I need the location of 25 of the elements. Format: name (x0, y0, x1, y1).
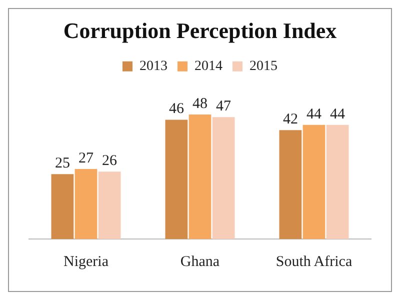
data-label: 48 (192, 96, 208, 112)
bar (51, 174, 74, 239)
bar (188, 114, 212, 239)
bar (212, 117, 235, 239)
bar (279, 130, 302, 239)
data-label: 46 (168, 101, 184, 118)
legend-label: 2015 (250, 59, 278, 74)
bar (326, 124, 349, 239)
data-label: 25 (54, 156, 70, 172)
x-tick-label: South Africa (276, 254, 352, 270)
data-label: 26 (102, 153, 118, 170)
x-tick-label: Ghana (180, 254, 220, 270)
chart-title: Corruption Perception Index (63, 18, 337, 43)
data-label: 44 (306, 106, 322, 122)
data-label: 27 (78, 150, 94, 166)
bar (165, 120, 188, 239)
bar (302, 124, 326, 239)
legend-label: 2014 (194, 59, 222, 74)
data-label: 47 (216, 98, 232, 115)
bar (74, 168, 98, 239)
data-label: 44 (330, 106, 346, 122)
x-tick-label: Nigeria (64, 254, 109, 270)
data-label: 42 (282, 112, 298, 128)
legend-label: 2013 (140, 59, 168, 74)
bar (98, 172, 121, 239)
